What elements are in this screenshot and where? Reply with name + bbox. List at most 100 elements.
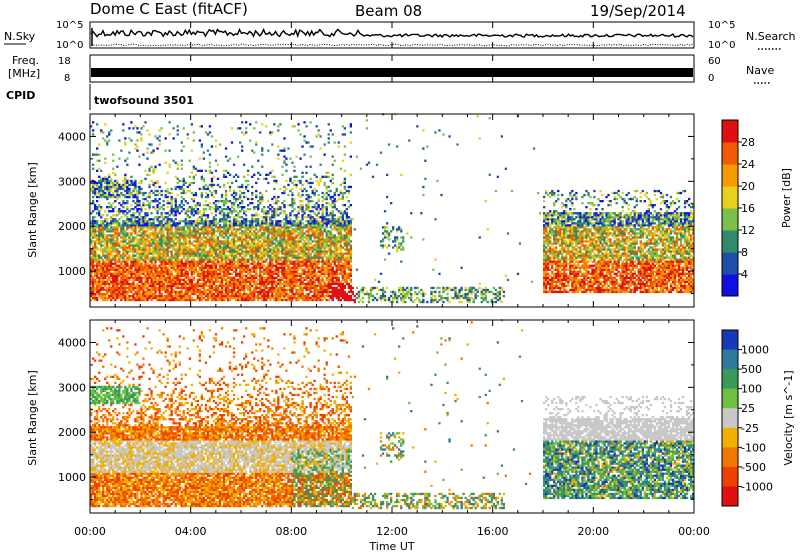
range-gate-cell: [285, 232, 288, 235]
range-gate-cell: [116, 183, 119, 187]
range-gate-cell: [261, 264, 264, 267]
range-gate-cell: [283, 264, 286, 267]
range-gate-cell: [230, 264, 234, 267]
range-gate-cell: [98, 248, 101, 251]
range-gate-cell: [174, 230, 177, 233]
range-gate-cell: [128, 220, 131, 223]
range-gate-cell: [265, 294, 268, 298]
range-gate-cell: [160, 242, 163, 245]
range-gate-cell: [247, 260, 250, 263]
range-gate-cell: [140, 133, 143, 136]
range-gate-cell: [309, 230, 312, 233]
range-gate-cell: [104, 262, 107, 265]
range-gate-cell: [295, 270, 298, 273]
range-gate-cell: [156, 258, 159, 261]
range-gate-cell: [116, 272, 119, 275]
range-gate-cell: [148, 173, 151, 176]
range-gate-cell: [148, 183, 151, 187]
range-gate-cell: [239, 272, 242, 275]
range-gate-cell: [116, 250, 119, 253]
range-gate-cell: [184, 262, 187, 265]
range-gate-cell: [224, 216, 228, 219]
range-gate-cell: [184, 248, 187, 251]
range-gate-cell: [178, 286, 181, 290]
range-gate-cell: [210, 244, 214, 247]
range-gate-cell: [245, 228, 248, 231]
range-gate-cell: [226, 220, 230, 223]
range-gate-cell: [239, 260, 242, 263]
range-gate-cell: [186, 189, 189, 193]
range-gate-cell: [232, 262, 236, 265]
range-gate-cell: [202, 252, 205, 255]
range-gate-cell: [222, 169, 226, 172]
range-gate-cell: [116, 187, 119, 191]
range-gate-cell: [148, 224, 151, 227]
range-gate-cell: [295, 242, 298, 245]
range-gate-cell: [305, 298, 308, 302]
range-gate-cell: [106, 214, 109, 217]
range-gate-cell: [134, 187, 137, 191]
range-gate-cell: [309, 286, 312, 290]
range-gate-cell: [218, 250, 222, 253]
range-gate-cell: [142, 204, 145, 207]
range-gate-cell: [232, 246, 236, 249]
range-gate-cell: [243, 224, 246, 227]
range-gate-cell: [188, 226, 191, 229]
range-gate-cell: [168, 165, 171, 168]
range-gate-cell: [156, 286, 159, 290]
range-gate-cell: [122, 236, 125, 239]
range-gate-cell: [253, 288, 256, 292]
range-gate-cell: [132, 256, 135, 259]
range-gate-cell: [212, 222, 216, 225]
range-gate-cell: [273, 286, 276, 290]
range-gate-cell: [265, 189, 268, 193]
range-gate-cell: [98, 270, 101, 273]
range-gate-cell: [158, 288, 161, 292]
range-gate-cell: [200, 262, 203, 265]
range-gate-cell: [255, 252, 258, 255]
range-gate-cell: [138, 244, 141, 247]
range-gate-cell: [257, 290, 260, 294]
range-gate-cell: [188, 228, 191, 231]
range-gate-cell: [158, 222, 161, 225]
range-gate-cell: [150, 278, 153, 281]
range-gate-cell: [104, 236, 107, 239]
range-gate-cell: [241, 234, 244, 237]
range-gate-cell: [140, 298, 143, 302]
range-gate-cell: [138, 296, 141, 300]
range-gate-cell: [190, 208, 193, 211]
range-gate-cell: [271, 244, 274, 247]
range-gate-cell: [178, 268, 181, 271]
range-gate-cell: [228, 232, 232, 235]
range-gate-cell: [166, 288, 169, 292]
range-gate-cell: [198, 282, 201, 286]
range-gate-cell: [307, 208, 310, 211]
range-gate-cell: [218, 296, 222, 300]
range-gate-cell: [90, 266, 93, 269]
range-gate-cell: [104, 220, 107, 223]
range-gate-cell: [146, 268, 149, 271]
range-gate-cell: [261, 224, 264, 227]
range-gate-cell: [277, 228, 280, 231]
range-gate-cell: [301, 294, 304, 298]
range-gate-cell: [188, 286, 191, 290]
range-gate-cell: [176, 282, 179, 286]
range-gate-cell: [255, 242, 258, 245]
range-gate-cell: [261, 278, 264, 281]
range-gate-cell: [289, 258, 292, 261]
range-gate-cell: [259, 296, 262, 300]
range-gate-cell: [265, 242, 268, 245]
range-gate-cell: [307, 268, 310, 271]
range-gate-cell: [196, 224, 199, 227]
range-gate-cell: [210, 292, 214, 296]
range-gate-cell: [148, 185, 151, 189]
range-gate-cell: [295, 226, 298, 229]
range-gate-cell: [263, 270, 266, 273]
range-gate-cell: [146, 157, 149, 160]
range-gate-cell: [162, 270, 165, 273]
range-gate-cell: [224, 195, 228, 199]
range-gate-cell: [130, 258, 133, 261]
range-gate-cell: [172, 232, 175, 235]
range-gate-cell: [112, 296, 115, 300]
range-gate-cell: [237, 274, 240, 277]
